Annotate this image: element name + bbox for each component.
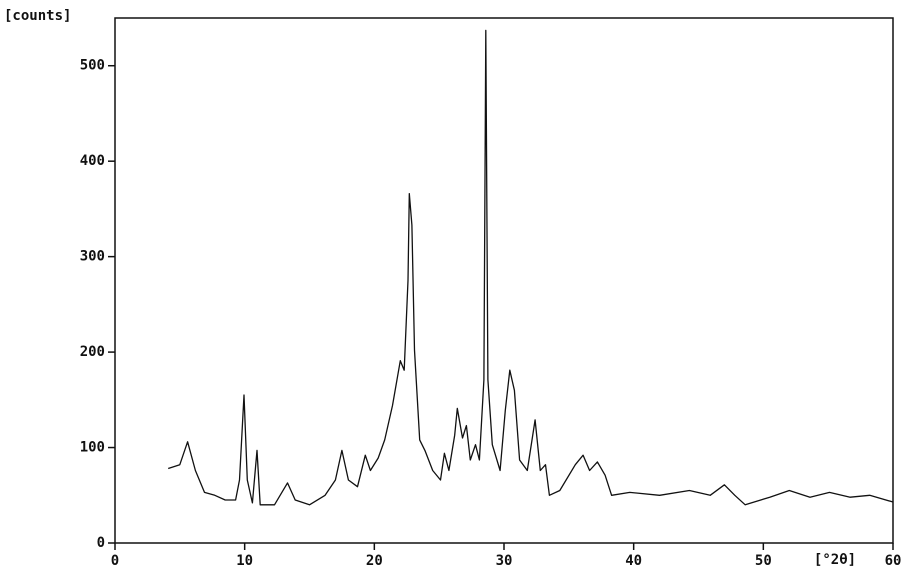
x-tick-label: 50: [755, 553, 772, 569]
y-tick-label: 100: [80, 440, 105, 456]
plot-frame: [114, 17, 894, 544]
x-tick-label: 0: [111, 553, 119, 569]
x-tick-label: 20: [366, 553, 383, 569]
xrd-trace: [167, 29, 894, 506]
x-tick-label: 10: [236, 553, 253, 569]
x-tick-label: 60: [885, 553, 902, 569]
y-axis-label: [counts]: [4, 8, 71, 24]
y-tick-label: 400: [80, 153, 105, 169]
x-axis-label: [°2θ]: [814, 552, 856, 568]
y-tick-label: 300: [80, 249, 105, 265]
y-tick-label: 500: [80, 58, 105, 74]
y-tick-label: 0: [97, 535, 105, 551]
x-tick-label: 40: [625, 553, 642, 569]
x-tick-label: 30: [496, 553, 513, 569]
y-tick-label: 200: [80, 344, 105, 360]
